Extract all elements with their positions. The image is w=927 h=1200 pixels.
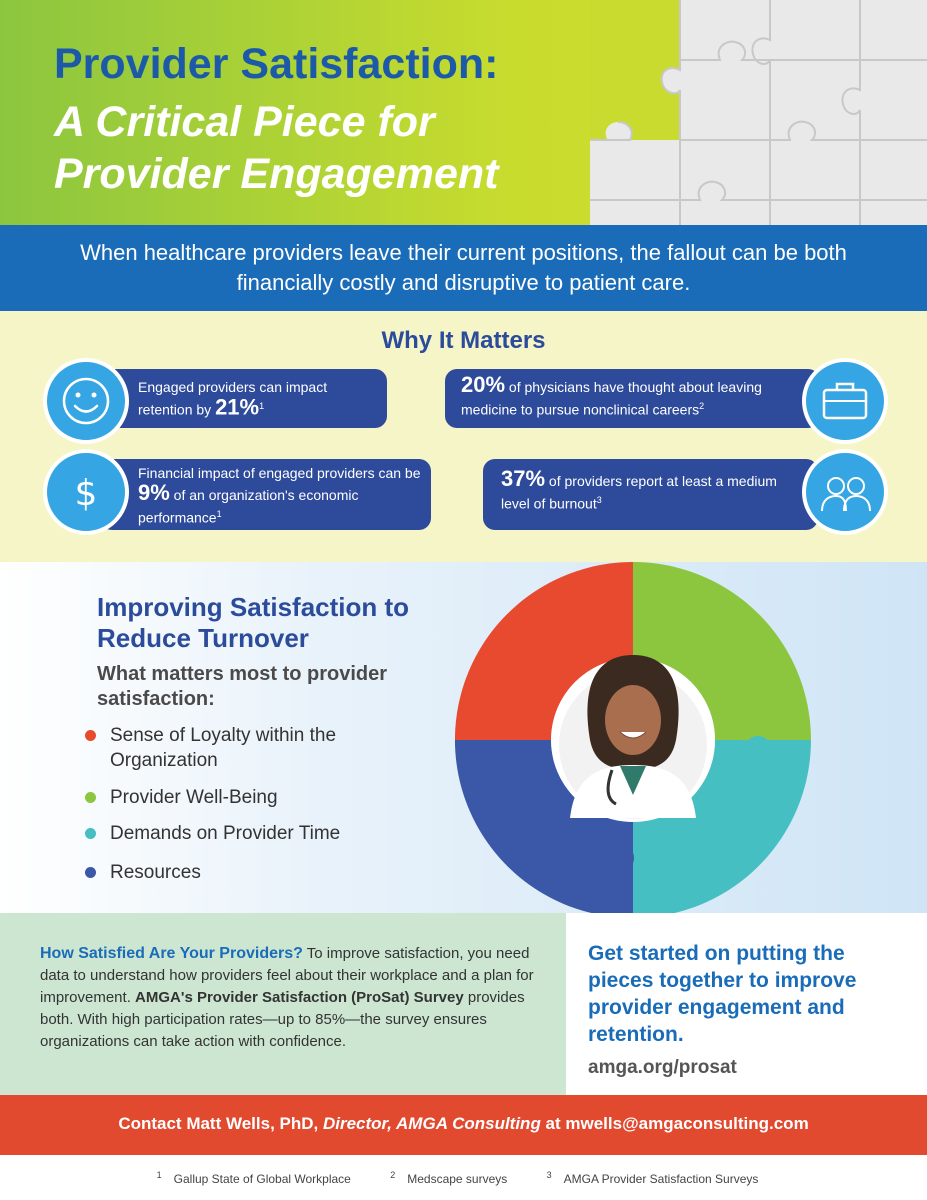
footnote-3: 3 AMGA Provider Satisfaction Surveys: [546, 1170, 771, 1186]
stat-card-nonclinical: 20% of physicians have thought about lea…: [445, 369, 820, 428]
footnote-1: 1 Gallup State of Global Workplace: [156, 1170, 363, 1186]
bullet-dot: [85, 792, 96, 803]
footnote-text: Medscape surveys: [407, 1172, 508, 1186]
dollar-icon: $: [43, 449, 129, 535]
footnote-number: 2: [390, 1170, 396, 1180]
bullet-well-being: Provider Well-Being: [85, 785, 420, 810]
bullet-label: Sense of Loyalty within the Organization: [110, 725, 337, 771]
smiley-icon: [43, 358, 129, 444]
satisfaction-text: How Satisfied Are Your Providers? To imp…: [40, 943, 540, 1053]
bullet-dot: [85, 867, 96, 878]
stat-value: 20%: [461, 372, 506, 397]
contact-email-link[interactable]: mwells@amgaconsulting.com: [565, 1114, 809, 1133]
stat-text-pre: Financial impact of engaged providers ca…: [138, 465, 421, 481]
footnotes: 1 Gallup State of Global Workplace 2 Medsc…: [0, 1170, 927, 1186]
satisfaction-text-1: To improve satisfaction, you need data t…: [40, 945, 534, 1006]
intro-band: [0, 225, 927, 311]
bullet-label: Demands on Provider Time: [110, 823, 341, 844]
title-line-1: Provider Satisfaction:: [54, 40, 499, 88]
contact-role: Director, AMGA Consulting: [322, 1114, 541, 1133]
why-it-matters-title: Why It Matters: [381, 327, 546, 354]
footnote-ref: 1: [259, 401, 265, 411]
stat-text-post: of providers report at least a medium le…: [501, 473, 777, 512]
intro-text: When healthcare providers leave their cu…: [80, 240, 847, 295]
contact-mid: at: [540, 1114, 566, 1133]
cta-panel: [566, 913, 927, 1095]
bullet-label: Provider Well-Being: [110, 787, 278, 808]
doctor-face: [605, 685, 661, 755]
bullet-demands: Demands on Provider Time: [85, 821, 420, 846]
puzzle-ring-graphic: [454, 562, 811, 918]
puzzle-pieces-image: [590, 0, 927, 225]
footnote-number: 3: [546, 1170, 552, 1180]
stat-value: 37%: [501, 466, 546, 491]
briefcase-icon: [802, 358, 888, 444]
providers-icon: [802, 449, 888, 535]
stat-value: 9%: [138, 480, 170, 505]
bullet-loyalty: Sense of Loyalty within the Organization: [85, 723, 420, 773]
stat-text-post: of physicians have thought about leaving…: [461, 379, 762, 418]
satisfaction-panel: [0, 913, 566, 1095]
improving-subtitle: What matters most to provider satisfacti…: [97, 663, 388, 710]
bullet-dot: [85, 828, 96, 839]
stat-card-financial: Financial impact of engaged providers ca…: [100, 459, 431, 530]
title-line-3: Provider Engagement: [54, 150, 499, 198]
footnote-2: 2 Medscape surveys: [390, 1170, 519, 1186]
stat-text-pre: Engaged providers can impact retention b…: [138, 379, 328, 418]
satisfaction-text-2: provides both. With high participation r…: [40, 989, 525, 1050]
bullet-resources: Resources: [85, 860, 420, 885]
prosat-survey-name: AMGA's Provider Satisfaction (ProSat) Su…: [135, 989, 464, 1006]
stat-card-retention: Engaged providers can impact retention b…: [100, 369, 387, 428]
footnote-ref: 3: [596, 495, 602, 505]
footnote-ref: 2: [699, 401, 705, 411]
svg-text:$: $: [75, 473, 98, 514]
stat-value: 21%: [215, 394, 260, 420]
contact-pre: Contact Matt Wells, PhD,: [118, 1114, 323, 1133]
stat-text-post: of an organization's economic performanc…: [138, 487, 359, 526]
cta-url-link[interactable]: amga.org/prosat: [588, 1057, 737, 1078]
footnote-text: Gallup State of Global Workplace: [173, 1172, 351, 1186]
contact-band: [0, 1095, 927, 1155]
satisfaction-heading: How Satisfied Are Your Providers?: [40, 945, 303, 962]
improving-title: Improving Satisfaction to Reduce Turnove…: [97, 592, 410, 653]
cta-text: Get started on putting the pieces togeth…: [588, 942, 857, 1046]
bullet-dot: [85, 730, 96, 741]
bullet-label: Resources: [110, 862, 201, 883]
stat-card-burnout: 37% of providers report at least a mediu…: [483, 459, 818, 530]
title-line-2: A Critical Piece for: [54, 98, 435, 146]
footnote-text: AMGA Provider Satisfaction Surveys: [563, 1172, 759, 1186]
footnote-number: 1: [156, 1170, 162, 1180]
footnote-ref: 1: [216, 509, 222, 519]
contact-text: Contact Matt Wells, PhD, Director, AMGA …: [0, 1114, 927, 1134]
